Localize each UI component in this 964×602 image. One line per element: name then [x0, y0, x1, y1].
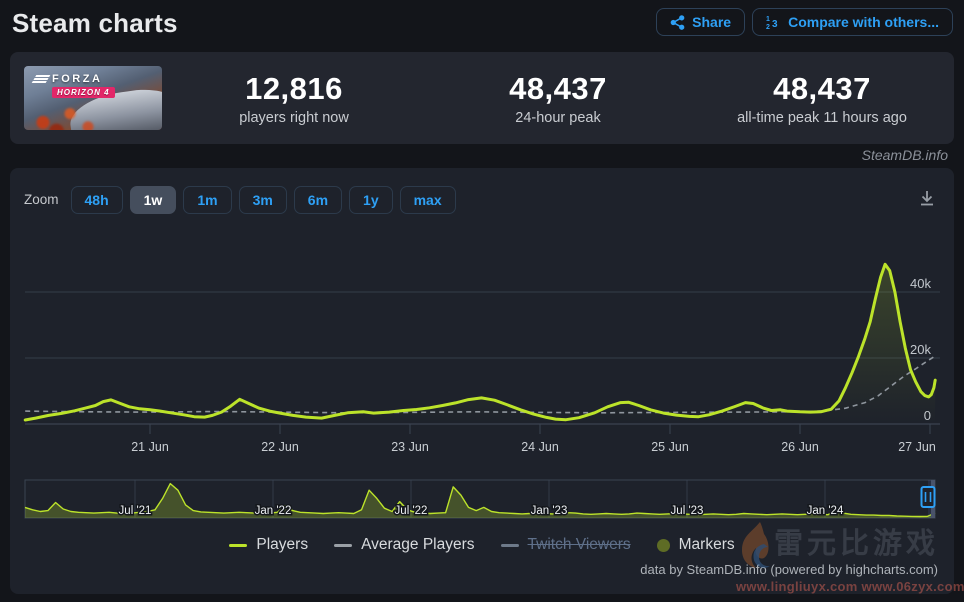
- legend-label: Players: [256, 536, 309, 553]
- x-tick-label: 25 Jun: [651, 440, 689, 454]
- stat-block-1: 48,437 24-hour peak: [426, 71, 690, 126]
- page-title: Steam charts: [12, 8, 178, 38]
- legend-label: Average Players: [361, 536, 475, 553]
- zoom-row: Zoom 48h 1w 1m 3m 6m 1y max: [24, 185, 940, 214]
- navigator-date-label: Jul '22: [395, 505, 428, 517]
- share-icon: [670, 14, 685, 30]
- stat-label: all-time peak 11 hours ago: [737, 109, 907, 126]
- chart-legend: Players Average Players Twitch Viewers Mark…: [10, 536, 954, 554]
- stat-value: 48,437: [773, 70, 871, 106]
- game-capsule[interactable]: FORZA HORIZON 4: [24, 66, 162, 130]
- navigator-area: [25, 483, 935, 518]
- y-tick-label: 20k: [910, 342, 931, 357]
- x-tick-label: 21 Jun: [131, 440, 169, 454]
- players-line: [23, 262, 937, 422]
- legend-item-markers[interactable]: Markers: [656, 536, 735, 554]
- steamdb-credit: SteamDB.info: [861, 147, 948, 163]
- x-tick-label: 22 Jun: [261, 440, 299, 454]
- zoom-button-48h[interactable]: 48h: [70, 185, 123, 214]
- legend-swatch: [229, 543, 248, 547]
- navigator-date-label: Jul '23: [671, 505, 704, 517]
- svg-text:1: 1: [766, 16, 770, 23]
- stat-label: 24-hour peak: [515, 109, 601, 126]
- x-tick-label: 27 Jun: [898, 440, 936, 454]
- zoom-button-3m[interactable]: 3m: [238, 185, 287, 214]
- navigator-date-label: Jan '22: [255, 505, 292, 517]
- game-logo-text: FORZA: [52, 73, 103, 85]
- navigator-date-label: Jan '23: [531, 505, 568, 517]
- svg-text:2: 2: [766, 24, 770, 30]
- legend-item-players[interactable]: Players: [229, 536, 308, 554]
- share-button[interactable]: Share: [656, 8, 746, 36]
- legend-swatch: [334, 543, 353, 547]
- download-button[interactable]: [914, 185, 940, 214]
- navigator-line: [24, 482, 936, 518]
- x-tick-label: 26 Jun: [781, 440, 819, 454]
- stat-block-0: 12,816 players right now: [162, 71, 426, 126]
- share-button-label: Share: [692, 14, 732, 30]
- legend-item-average-players[interactable]: Average Players: [334, 536, 475, 554]
- x-tick-label: 24 Jun: [521, 440, 559, 454]
- download-icon: [916, 191, 938, 212]
- compare-button-label: Compare with others...: [788, 14, 939, 30]
- zoom-button-1m[interactable]: 1m: [183, 185, 232, 214]
- zoom-buttons: 48h 1w 1m 3m 6m 1y max: [70, 185, 456, 214]
- y-tick-label: 40k: [910, 276, 931, 291]
- legend-swatch: [500, 543, 519, 547]
- navigator-date-label: Jul '21: [119, 505, 152, 517]
- svg-text:3: 3: [772, 19, 778, 30]
- zoom-button-1y[interactable]: 1y: [349, 185, 393, 214]
- zoom-button-max[interactable]: max: [399, 185, 456, 214]
- stat-label: players right now: [239, 109, 349, 126]
- game-logo-badge: HORIZON 4: [52, 87, 115, 98]
- legend-label: Twitch Viewers: [527, 536, 631, 553]
- zoom-button-6m[interactable]: 6m: [293, 185, 343, 214]
- players-area-fill: [25, 264, 936, 424]
- zoom-button-1w[interactable]: 1w: [129, 185, 177, 214]
- stat-columns: 12,816 players right now 48,437 24-hour pea…: [162, 71, 954, 126]
- stat-value: 12,816: [245, 70, 343, 106]
- navigator-date-label: Jan '24: [807, 505, 844, 517]
- x-tick-label: 23 Jun: [391, 440, 429, 454]
- stat-value: 48,437: [509, 70, 607, 106]
- game-art-leaves: [24, 96, 106, 130]
- highcharts-credits: data by SteamDB.info (powered by highcha…: [640, 562, 938, 577]
- legend-label: Markers: [678, 536, 735, 553]
- zoom-label: Zoom: [24, 192, 59, 207]
- navigator-handle[interactable]: [920, 486, 936, 508]
- legend-item-twitch-viewers[interactable]: Twitch Viewers: [500, 536, 631, 554]
- average-players-line: [25, 355, 936, 414]
- stats-panel: FORZA HORIZON 4 12,816 players right now 4…: [10, 52, 954, 144]
- stat-block-2: 48,437 all-time peak 11 hours ago: [690, 71, 954, 126]
- legend-swatch: [656, 538, 670, 552]
